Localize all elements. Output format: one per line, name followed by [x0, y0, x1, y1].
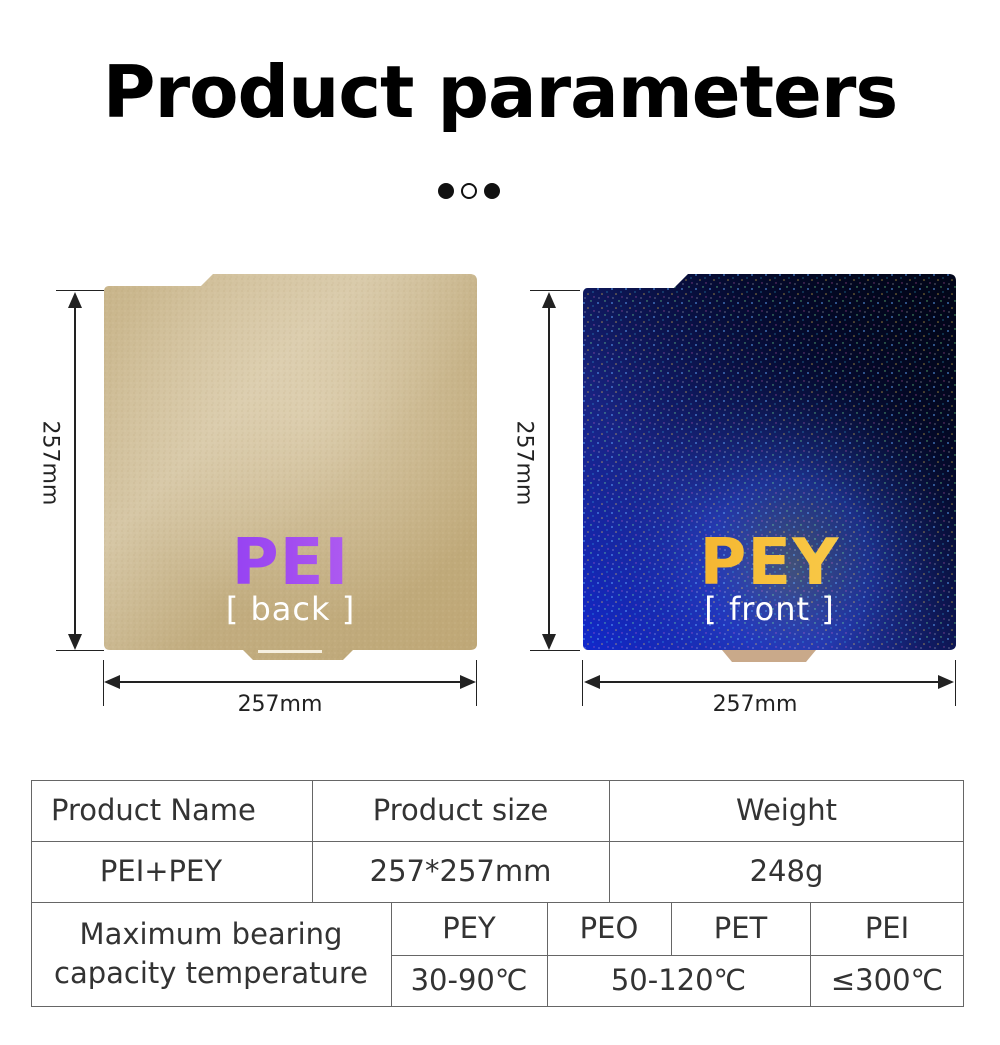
pey-label: PEY: [582, 526, 957, 600]
pey-side-label: [ front ]: [704, 590, 835, 628]
pei-label: PEI: [103, 526, 478, 600]
pei-side-label: [ back ]: [225, 590, 356, 628]
cell-product-size: 257*257mm: [369, 853, 552, 888]
dot-filled-icon: [438, 183, 454, 199]
header-product-size: Product size: [372, 792, 549, 827]
temp-pey: 30-90℃: [410, 962, 528, 997]
cell-weight: 248g: [749, 853, 824, 888]
cell-temp-label: Maximum bearing capacity temperature: [54, 916, 368, 990]
left-width-label: 257mm: [237, 692, 323, 717]
temp-peo-pet: 50-120℃: [610, 962, 747, 997]
pey-plate-image: [583, 274, 956, 662]
right-height-label: 257mm: [511, 420, 537, 506]
dot-filled-icon: [484, 183, 500, 199]
material-pei: PEI: [864, 910, 910, 945]
dot-outline-icon: [461, 183, 477, 199]
spec-table: Product Name Product size Weight PEI+PEY…: [31, 780, 964, 1007]
left-height-label: 257mm: [37, 420, 63, 506]
right-width-label: 257mm: [712, 692, 798, 717]
header-product-name: Product Name: [51, 792, 256, 827]
material-peo: PEO: [579, 910, 639, 945]
pei-plate: PEI [ back ]: [103, 272, 478, 662]
carousel-dots: [438, 183, 504, 201]
material-pet: PET: [713, 910, 768, 945]
pei-plate-image: [104, 274, 477, 660]
page-title: Product parameters: [102, 50, 898, 134]
cell-product-name: PEI+PEY: [99, 853, 223, 888]
temp-pei: ≤300℃: [830, 962, 944, 997]
header-weight: Weight: [735, 792, 838, 827]
pey-plate: PEY [ front ]: [582, 272, 957, 664]
material-pey: PEY: [442, 910, 496, 945]
